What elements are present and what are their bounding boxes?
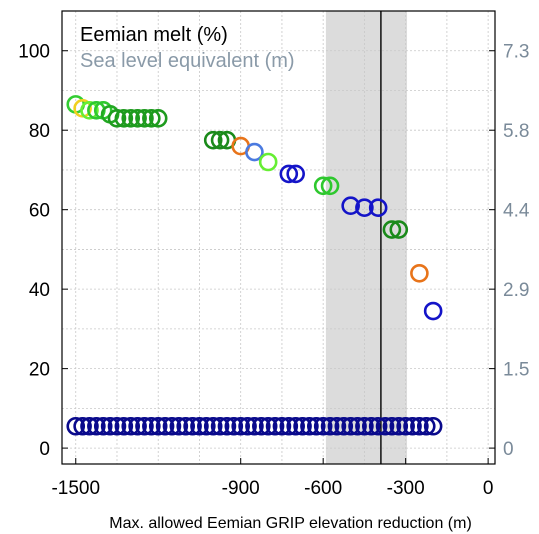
baseline-point-38 bbox=[327, 416, 347, 436]
baseline-point-24 bbox=[231, 416, 250, 436]
x-tick-label-1: -900 bbox=[222, 478, 260, 499]
melt-point-20 bbox=[286, 164, 305, 184]
melt-point-26 bbox=[382, 220, 402, 239]
baseline-point-16 bbox=[176, 416, 196, 436]
baseline-point-42 bbox=[355, 416, 374, 436]
melt-point-28 bbox=[410, 263, 429, 283]
baseline-point-5 bbox=[100, 416, 120, 436]
y-tick-label-2: 40 bbox=[29, 280, 50, 301]
melt-point-10 bbox=[135, 108, 154, 128]
baseline-point-50 bbox=[410, 416, 429, 436]
baseline-point-21 bbox=[210, 416, 230, 436]
baseline-point-8 bbox=[121, 416, 141, 436]
melt-point-11 bbox=[142, 108, 161, 128]
baseline-point-17 bbox=[183, 416, 202, 436]
baseline-point-47 bbox=[389, 416, 409, 436]
baseline-point-25 bbox=[238, 416, 257, 436]
baseline-point-12 bbox=[148, 416, 168, 436]
baseline-point-0 bbox=[66, 416, 86, 436]
y-tick-label-5: 100 bbox=[18, 42, 50, 63]
baseline-point-33 bbox=[293, 416, 312, 436]
melt-point-9 bbox=[128, 108, 147, 128]
y2-tick-label-4: 5.8 bbox=[503, 121, 529, 142]
baseline-point-35 bbox=[307, 416, 326, 436]
baseline-point-15 bbox=[169, 416, 189, 436]
melt-point-8 bbox=[121, 108, 141, 128]
plot-frame bbox=[61, 10, 496, 465]
baseline-point-2 bbox=[80, 416, 99, 436]
melt-point-23 bbox=[341, 196, 360, 216]
baseline-point-52 bbox=[423, 416, 443, 436]
baseline-point-7 bbox=[114, 416, 134, 436]
baseline-point-28 bbox=[258, 416, 278, 436]
x-tick-label-4: 0 bbox=[483, 478, 494, 499]
baseline-point-6 bbox=[107, 416, 127, 436]
y-tick-label-4: 80 bbox=[29, 121, 50, 142]
y2-tick-label-3: 4.4 bbox=[503, 201, 530, 222]
baseline-point-14 bbox=[162, 416, 182, 436]
legend-entry-sea-level: Sea level equivalent (m) bbox=[80, 50, 295, 72]
baseline-point-51 bbox=[416, 416, 436, 436]
melt-point-18 bbox=[258, 152, 278, 172]
baseline-point-4 bbox=[93, 416, 113, 436]
melt-point-14 bbox=[210, 130, 230, 150]
baseline-point-37 bbox=[320, 416, 340, 436]
baseline-point-3 bbox=[87, 416, 106, 436]
baseline-point-41 bbox=[348, 416, 367, 436]
baseline-point-1 bbox=[73, 416, 92, 436]
melt-point-24 bbox=[355, 198, 374, 217]
melt-point-13 bbox=[203, 130, 223, 150]
baseline-point-43 bbox=[361, 416, 381, 436]
baseline-point-26 bbox=[245, 416, 264, 436]
y-tick-label-0: 0 bbox=[39, 439, 50, 460]
baseline-point-46 bbox=[382, 416, 402, 436]
baseline-point-34 bbox=[300, 416, 319, 436]
x-axis-label: Max. allowed Eemian GRIP elevation reduc… bbox=[109, 515, 472, 532]
y2-tick-label-1: 1.5 bbox=[503, 360, 529, 381]
baseline-point-20 bbox=[203, 416, 223, 436]
melt-point-19 bbox=[279, 164, 299, 184]
baseline-point-32 bbox=[286, 416, 305, 436]
baseline-point-19 bbox=[197, 416, 216, 436]
x-tick-label-3: -300 bbox=[387, 478, 425, 499]
melt-point-25 bbox=[368, 198, 388, 217]
baseline-point-11 bbox=[142, 416, 161, 436]
baseline-point-45 bbox=[375, 416, 395, 436]
melt-point-7 bbox=[114, 108, 134, 128]
melt-point-2 bbox=[80, 101, 99, 120]
y2-tick-label-5: 7.3 bbox=[503, 42, 529, 63]
melt-point-6 bbox=[107, 108, 127, 128]
baseline-point-9 bbox=[128, 416, 147, 436]
melt-point-27 bbox=[389, 220, 409, 239]
baseline-point-13 bbox=[155, 416, 175, 436]
y-tick-label-3: 60 bbox=[29, 201, 50, 222]
x-tick-label-2: -600 bbox=[304, 478, 342, 499]
y-tick-label-1: 20 bbox=[29, 360, 50, 381]
melt-point-29 bbox=[423, 301, 443, 321]
baseline-point-18 bbox=[190, 416, 209, 436]
baseline-point-44 bbox=[368, 416, 388, 436]
baseline-point-23 bbox=[224, 416, 244, 436]
baseline-point-40 bbox=[341, 416, 360, 436]
baseline-point-48 bbox=[396, 416, 415, 436]
baseline-point-31 bbox=[279, 416, 299, 436]
baseline-point-49 bbox=[403, 416, 422, 436]
baseline-point-30 bbox=[272, 416, 292, 436]
y2-tick-label-0: 0 bbox=[503, 439, 514, 460]
melt-point-17 bbox=[245, 142, 264, 162]
y2-tick-label-2: 2.9 bbox=[503, 280, 529, 301]
legend-entry-melt: Eemian melt (%) bbox=[80, 24, 228, 46]
melt-point-21 bbox=[313, 176, 333, 196]
baseline-point-29 bbox=[265, 416, 285, 436]
baseline-point-36 bbox=[313, 416, 333, 436]
baseline-point-39 bbox=[334, 416, 354, 436]
melt-point-12 bbox=[148, 108, 168, 128]
baseline-point-22 bbox=[217, 416, 237, 436]
x-tick-label-0: -1500 bbox=[51, 478, 100, 499]
baseline-point-10 bbox=[135, 416, 154, 436]
baseline-point-27 bbox=[252, 416, 271, 436]
melt-point-22 bbox=[320, 176, 340, 196]
